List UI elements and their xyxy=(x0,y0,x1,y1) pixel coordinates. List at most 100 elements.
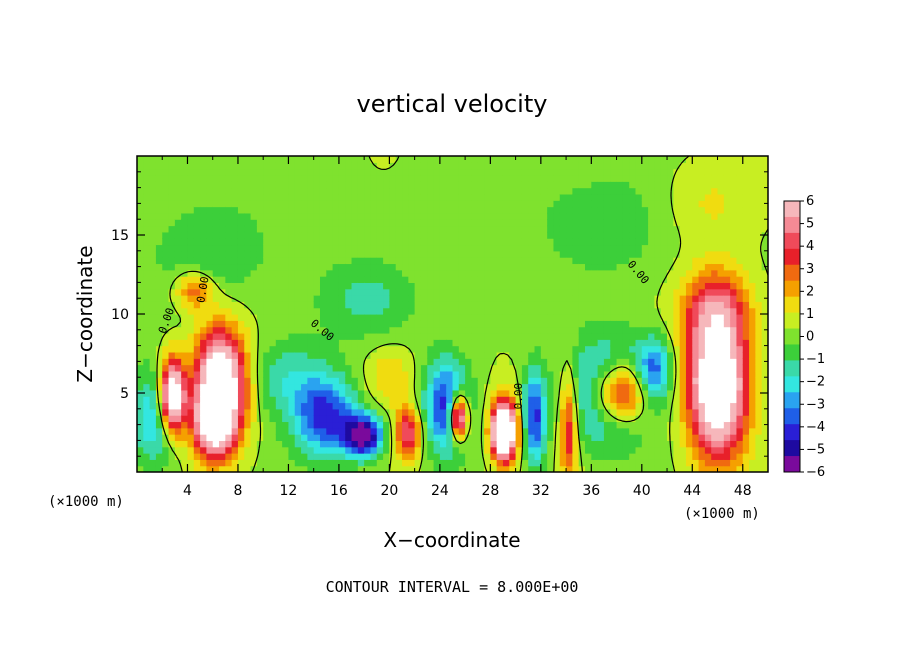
heatmap-cell xyxy=(332,238,340,246)
heatmap-cell xyxy=(294,351,302,359)
heatmap-cell xyxy=(212,225,220,233)
heatmap-cell xyxy=(193,250,201,258)
heatmap-cell xyxy=(219,434,226,441)
heatmap-cell xyxy=(597,193,605,201)
heatmap-cell xyxy=(528,415,536,423)
heatmap-cell xyxy=(206,440,214,448)
heatmap-cell xyxy=(395,415,403,423)
heatmap-cell xyxy=(370,415,378,423)
heatmap-cell xyxy=(446,231,454,239)
heatmap-cell xyxy=(452,415,460,423)
chart-title: vertical velocity xyxy=(357,90,548,118)
heatmap-cell xyxy=(572,250,580,258)
heatmap-cell xyxy=(231,200,239,208)
heatmap-cell xyxy=(465,453,473,460)
heatmap-cell xyxy=(730,332,738,340)
heatmap-cell xyxy=(648,168,656,176)
heatmap-cell xyxy=(755,269,763,277)
heatmap-cell xyxy=(357,402,365,410)
heatmap-cell xyxy=(237,225,245,233)
heatmap-cell xyxy=(345,415,353,423)
heatmap-cell xyxy=(408,440,416,448)
heatmap-cell xyxy=(730,320,738,328)
heatmap-cell xyxy=(338,339,346,347)
heatmap-cell xyxy=(692,320,700,328)
heatmap-cell xyxy=(231,332,239,340)
heatmap-cell xyxy=(162,301,170,309)
heatmap-cell xyxy=(414,465,422,472)
heatmap-cell xyxy=(263,453,271,460)
heatmap-cell xyxy=(200,288,208,296)
heatmap-cell xyxy=(244,351,252,359)
heatmap-cell xyxy=(736,269,744,277)
heatmap-cell xyxy=(698,370,706,378)
heatmap-cell xyxy=(648,212,656,220)
heatmap-cell xyxy=(383,440,390,448)
heatmap-cell xyxy=(319,276,327,283)
heatmap-cell xyxy=(692,206,700,214)
heatmap-cell xyxy=(648,288,656,296)
heatmap-cell xyxy=(749,326,756,334)
heatmap-cell xyxy=(439,282,447,290)
heatmap-cell xyxy=(629,257,637,265)
heatmap-cell xyxy=(162,351,170,359)
heatmap-cell xyxy=(168,238,176,246)
heatmap-cell xyxy=(319,434,327,441)
heatmap-cell xyxy=(603,440,611,448)
heatmap-cell xyxy=(465,383,473,391)
heatmap-cell xyxy=(452,282,460,290)
heatmap-cell xyxy=(219,351,226,359)
heatmap-cell xyxy=(357,288,365,296)
heatmap-cell xyxy=(351,206,359,214)
heatmap-cell xyxy=(553,219,561,227)
heatmap-cell xyxy=(237,415,245,423)
heatmap-cell xyxy=(439,219,447,227)
heatmap-cell xyxy=(433,250,441,258)
heatmap-cell xyxy=(427,187,435,195)
heatmap-cell xyxy=(641,301,649,309)
heatmap-cell xyxy=(225,453,233,460)
heatmap-cell xyxy=(395,269,403,277)
heatmap-cell xyxy=(250,396,258,404)
heatmap-cell xyxy=(679,156,687,163)
heatmap-cell xyxy=(364,427,372,435)
heatmap-cell xyxy=(149,415,157,423)
heatmap-cell xyxy=(225,282,233,290)
heatmap-cell xyxy=(679,465,687,472)
heatmap-cell xyxy=(534,389,542,397)
heatmap-cell xyxy=(540,307,548,315)
heatmap-cell xyxy=(307,231,315,239)
heatmap-cell xyxy=(345,453,353,460)
heatmap-cell xyxy=(269,231,277,239)
heatmap-cell xyxy=(704,421,712,429)
heatmap-cell xyxy=(667,465,674,472)
heatmap-cell xyxy=(420,168,428,176)
heatmap-cell xyxy=(490,250,498,258)
heatmap-cell xyxy=(155,174,163,182)
heatmap-cell xyxy=(553,288,561,296)
heatmap-cell xyxy=(559,465,567,472)
heatmap-cell xyxy=(301,206,308,214)
heatmap-cell xyxy=(521,225,529,233)
heatmap-cell xyxy=(566,453,573,460)
heatmap-cell xyxy=(521,200,529,208)
heatmap-cell xyxy=(521,187,529,195)
heatmap-cell xyxy=(225,193,233,201)
heatmap-cell xyxy=(364,358,372,366)
heatmap-cell xyxy=(244,187,252,195)
heatmap-cell xyxy=(673,453,681,460)
heatmap-cell xyxy=(553,364,561,372)
heatmap-cell xyxy=(256,446,264,454)
heatmap-cell xyxy=(648,434,656,441)
heatmap-cell xyxy=(534,282,542,290)
heatmap-cell xyxy=(484,408,491,416)
heatmap-cell xyxy=(528,231,536,239)
heatmap-cell xyxy=(477,162,485,170)
heatmap-cell xyxy=(465,301,473,309)
heatmap-cell xyxy=(648,174,656,182)
heatmap-cell xyxy=(370,276,378,283)
heatmap-cell xyxy=(742,415,750,423)
heatmap-cell xyxy=(357,345,365,353)
heatmap-cell xyxy=(357,307,365,315)
heatmap-cell xyxy=(364,288,372,296)
